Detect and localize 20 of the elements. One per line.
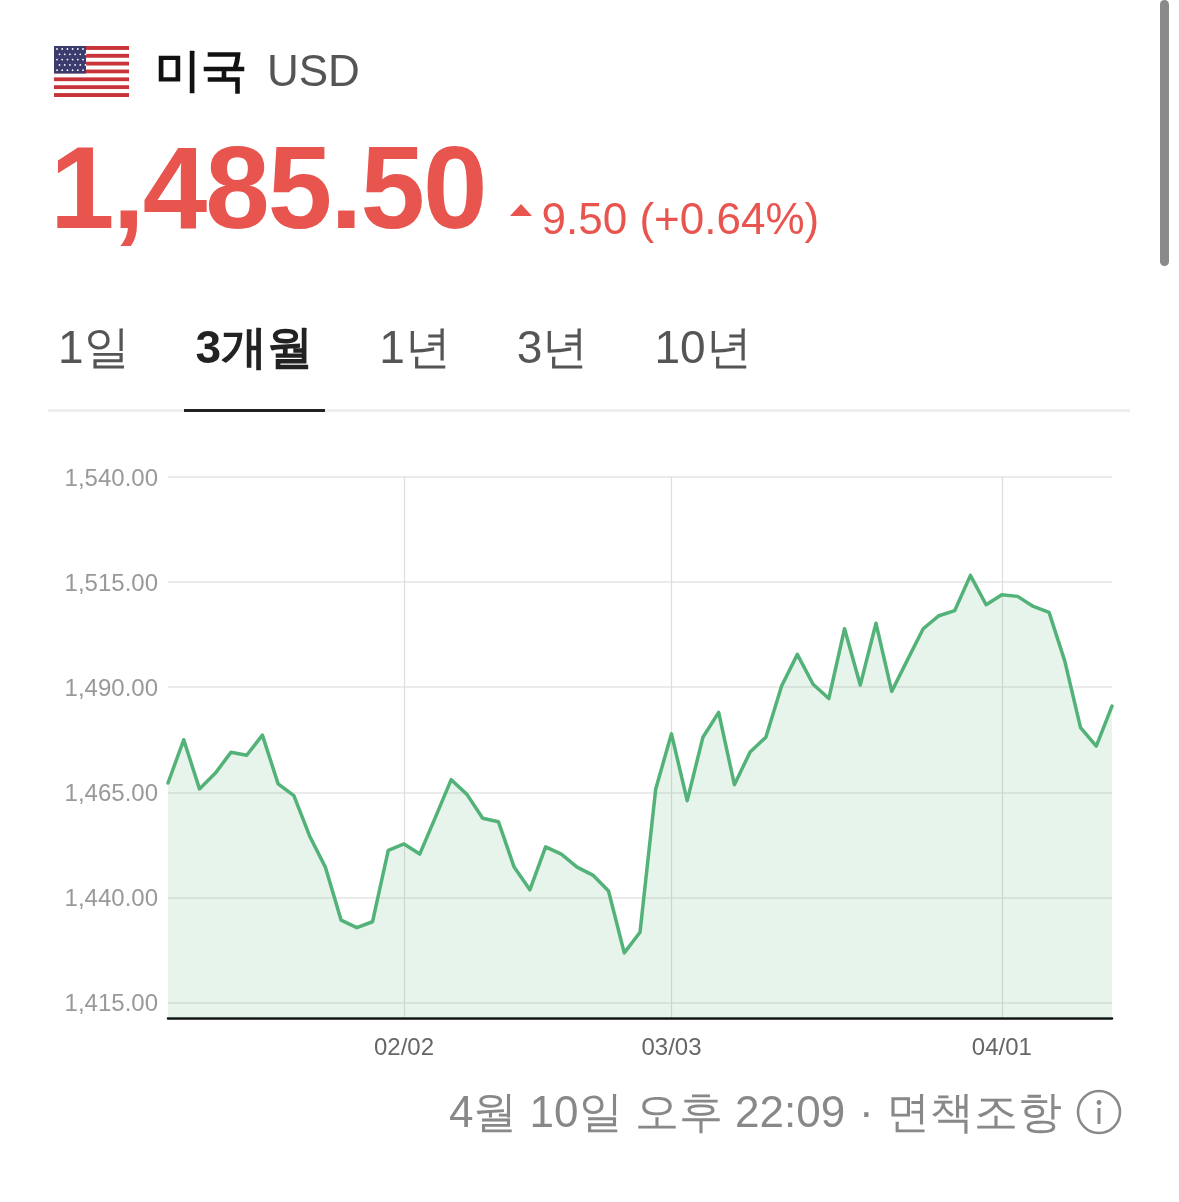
text: 4월 10일 오후 22:09 (448, 1085, 846, 1138)
text: 1년 (378, 320, 452, 375)
text: 9.50 (+0.64%) (541, 194, 820, 244)
chart-title: 미국 (155, 43, 247, 98)
y-tick-label: 1,465.00 (64, 778, 158, 806)
x-tick-label: 03/03 (641, 1032, 702, 1060)
y-tick-label: 1,415.00 (64, 988, 158, 1016)
text: 1일 (57, 320, 131, 375)
x-tick-label: 04/01 (971, 1032, 1032, 1060)
text: 10년 (653, 320, 753, 375)
text: 1,485.50 (50, 123, 486, 253)
y-tick-label: 1,540.00 (64, 463, 158, 491)
text: 3년 (515, 320, 590, 375)
y-tick-label: 1,440.00 (64, 883, 158, 911)
text: · 면책조항 (859, 1085, 1062, 1138)
text: 3개월 (194, 320, 315, 375)
y-tick-label: 1,515.00 (64, 568, 158, 596)
x-tick-label: 02/02 (373, 1032, 435, 1060)
y-tick-label: 1,490.00 (64, 673, 158, 701)
chart-subtitle: USD (267, 46, 360, 96)
